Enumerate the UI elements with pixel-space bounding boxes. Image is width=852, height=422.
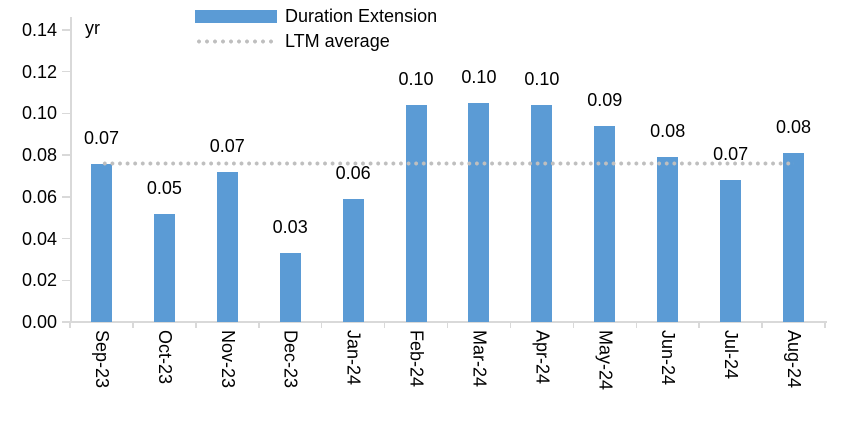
legend: Duration Extension LTM average xyxy=(195,6,437,51)
bar-value-label: 0.07 xyxy=(713,144,749,165)
x-axis-label-sep-23: Sep-23 xyxy=(70,330,133,422)
bar-feb-24 xyxy=(405,105,427,322)
bar-nov-23 xyxy=(216,171,238,322)
bar-value-label: 0.08 xyxy=(650,121,686,142)
legend-label-duration-extension: Duration Extension xyxy=(285,6,438,26)
y-axis-tick-label: 0.14 xyxy=(21,20,57,40)
bar-apr-24 xyxy=(531,105,553,322)
dotted-line-swatch-icon xyxy=(195,38,277,44)
x-axis-label-text: Dec-23 xyxy=(280,330,301,389)
y-axis-tick xyxy=(62,279,70,282)
bar-dec-23 xyxy=(279,253,301,322)
bar-jan-24 xyxy=(342,198,364,322)
y-axis-tick-label: 0.06 xyxy=(21,186,57,207)
x-axis-label-text: May-24 xyxy=(595,330,616,391)
y-axis-tick-label: 0.08 xyxy=(21,145,57,166)
x-axis-label-oct-23: Oct-23 xyxy=(133,330,196,422)
x-axis-label-jul-24: Jul-24 xyxy=(699,330,762,422)
bar-value-label: 0.10 xyxy=(461,67,497,87)
legend-item-duration-extension: Duration Extension xyxy=(195,6,437,26)
x-axis-tick xyxy=(69,322,71,328)
x-axis-label-text: Oct-23 xyxy=(154,330,175,385)
x-axis-line xyxy=(70,321,827,323)
x-axis-tick xyxy=(383,322,386,328)
y-axis-tick xyxy=(62,196,70,198)
x-axis-label-text: Jun-24 xyxy=(658,330,679,386)
bar-value-label: 0.08 xyxy=(776,117,812,138)
x-axis-label-text: Mar-24 xyxy=(469,330,490,388)
x-axis-tick xyxy=(195,322,197,328)
x-axis-label-aug-24: Aug-24 xyxy=(762,330,825,422)
y-axis-tick xyxy=(62,112,70,115)
bar-value-label: 0.09 xyxy=(587,89,623,110)
x-axis-label-text: Jan-24 xyxy=(343,330,364,386)
bar-value-label: 0.03 xyxy=(272,217,308,238)
x-axis-tick xyxy=(320,322,323,328)
x-axis-tick xyxy=(446,322,449,328)
ltm-average-line xyxy=(101,161,794,166)
x-axis-tick xyxy=(132,322,134,328)
bar-aug-24 xyxy=(783,153,805,322)
bar-value-label: 0.07 xyxy=(83,127,119,148)
x-axis-label-jun-24: Jun-24 xyxy=(636,330,699,422)
bar-series-swatch-icon xyxy=(195,9,277,23)
x-axis-label-text: Sep-23 xyxy=(91,330,112,389)
x-axis-label-apr-24: Apr-24 xyxy=(510,330,573,422)
bar-jun-24 xyxy=(657,157,679,322)
x-axis-label-text: Apr-24 xyxy=(532,330,553,385)
y-axis-tick-label: 0.10 xyxy=(21,103,57,124)
x-axis-tick xyxy=(258,322,260,328)
legend-item-ltm-average: LTM average xyxy=(195,31,437,51)
x-axis-label-text: Jul-24 xyxy=(721,330,742,380)
x-axis-label-dec-23: Dec-23 xyxy=(259,330,322,422)
y-axis-tick-label: 0.12 xyxy=(21,61,57,82)
x-axis-label-jan-24: Jan-24 xyxy=(322,330,385,422)
x-axis-label-may-24: May-24 xyxy=(573,330,636,422)
x-axis-tick xyxy=(698,322,700,328)
bar-value-label: 0.06 xyxy=(335,162,371,183)
y-axis-tick xyxy=(62,237,70,240)
bar-oct-23 xyxy=(153,213,175,322)
y-axis-tick xyxy=(62,29,70,31)
y-axis-tick-label: 0.00 xyxy=(21,312,57,332)
x-axis-label-text: Nov-23 xyxy=(217,330,238,389)
x-axis-tick xyxy=(635,322,637,328)
x-axis-label-text: Feb-24 xyxy=(406,330,427,388)
y-axis-tick xyxy=(62,154,70,156)
y-axis-tick-label: 0.02 xyxy=(21,270,57,291)
y-axis-line xyxy=(70,17,72,322)
bar-value-label: 0.10 xyxy=(524,69,560,90)
bar-jul-24 xyxy=(720,180,742,322)
x-axis-labels: Sep-23 Oct-23 Nov-23 Dec-23 Jan-24 Feb-24 Mar-… xyxy=(70,330,825,422)
legend-label-ltm-average: LTM average xyxy=(285,31,390,51)
x-axis-tick xyxy=(824,322,826,328)
x-axis-tick xyxy=(572,322,575,328)
y-axis-tick-label: 0.04 xyxy=(21,228,57,249)
bar-value-label: 0.05 xyxy=(146,177,182,198)
bar-mar-24 xyxy=(468,103,490,322)
x-axis-tick xyxy=(509,322,512,328)
x-axis-label-nov-23: Nov-23 xyxy=(196,330,259,422)
y-axis-tick xyxy=(62,70,70,73)
bar-sep-23 xyxy=(90,163,112,322)
bar-value-label: 0.10 xyxy=(398,69,434,90)
plot-area: 0.07 0.05 0.07 0.03 0.06 0.10 0.10 0.10 0.09 0.08… xyxy=(70,17,825,322)
bar-value-label: 0.07 xyxy=(209,135,245,156)
x-axis-tick xyxy=(761,322,763,328)
x-axis-label-mar-24: Mar-24 xyxy=(448,330,511,422)
y-axis-tick xyxy=(62,321,70,323)
x-axis-label-text: Aug-24 xyxy=(784,330,805,389)
x-axis-label-feb-24: Feb-24 xyxy=(385,330,448,422)
bar-may-24 xyxy=(594,125,616,322)
y-axis-unit-label: yr xyxy=(85,18,100,38)
